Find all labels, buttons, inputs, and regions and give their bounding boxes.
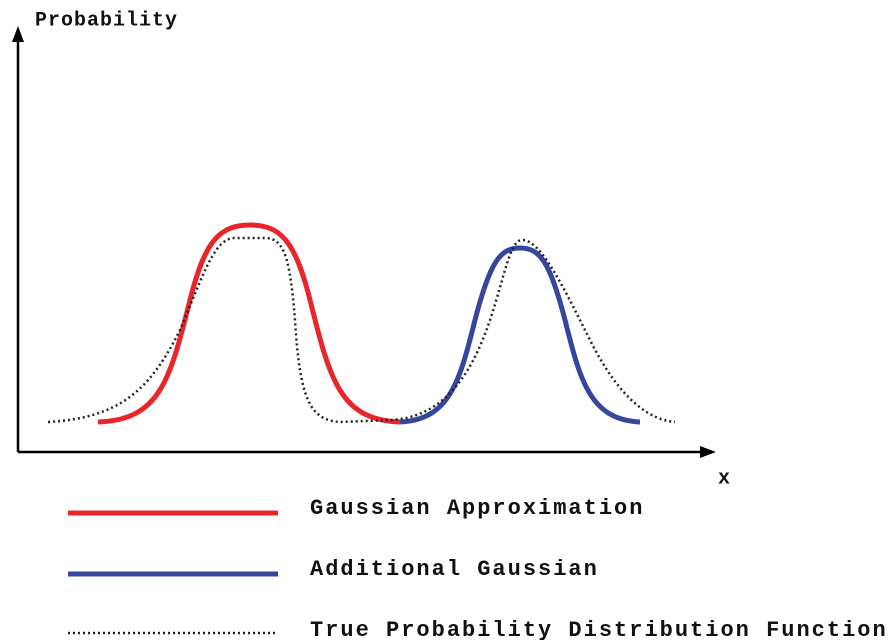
legend-label: Gaussian Approximation (310, 496, 644, 521)
x-axis-label: x (718, 467, 731, 490)
legend-label: Additional Gaussian (310, 557, 599, 582)
true-pdf-curve (47, 236, 676, 424)
x-axis-arrow (700, 446, 716, 458)
additional-gaussian-curve (399, 245, 641, 425)
legend-label: True Probability Distribution Function (310, 618, 888, 640)
y-axis-arrow (12, 26, 24, 42)
y-axis-label: Probability (35, 9, 178, 32)
gaussian-approximation-curve (97, 222, 401, 425)
